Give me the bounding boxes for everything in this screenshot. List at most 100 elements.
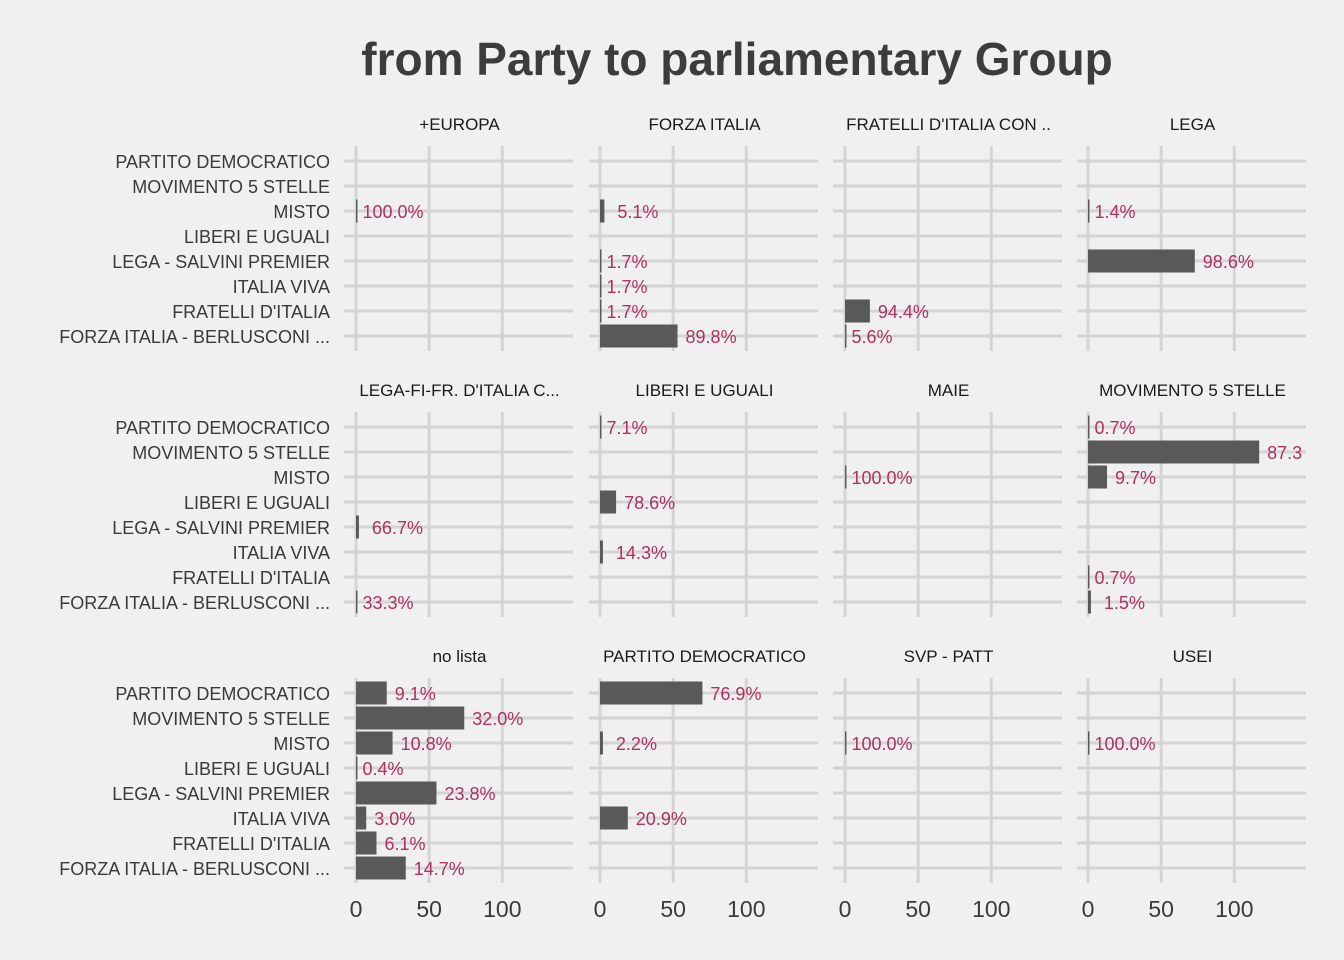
y-tick-label: MISTO bbox=[273, 734, 330, 754]
y-tick-label: MISTO bbox=[273, 202, 330, 222]
y-tick-label: FORZA ITALIA - BERLUSCONI ... bbox=[59, 859, 330, 879]
facet-panel: MAIE 100.0% bbox=[833, 381, 1062, 617]
facet-title: MAIE bbox=[928, 381, 970, 400]
y-tick-label: LEGA - SALVINI PREMIER bbox=[112, 252, 330, 272]
facet-panel: LEGA-FI-FR. D'ITALIA C... 66.7% 33.3% PARTI… bbox=[59, 381, 573, 617]
bar bbox=[1088, 415, 1090, 439]
chart-title: from Party to parliamentary Group bbox=[361, 33, 1113, 85]
y-tick-label: LEGA - SALVINI PREMIER bbox=[112, 518, 330, 538]
facet-title: PARTITO DEMOCRATICO bbox=[603, 647, 806, 666]
bar bbox=[356, 681, 387, 705]
bar-value-label: 78.6% bbox=[624, 493, 675, 513]
bar-value-label: 3.0% bbox=[374, 809, 415, 829]
y-tick-label: FRATELLI D'ITALIA bbox=[172, 302, 330, 322]
bar bbox=[1088, 590, 1091, 614]
bar-value-label: 1.7% bbox=[606, 252, 647, 272]
facet-panel: USEI 100.0% 0 50 100 bbox=[1077, 647, 1306, 922]
facet-title: FRATELLI D'ITALIA CON .. bbox=[846, 115, 1051, 134]
bar-value-label: 14.3% bbox=[616, 543, 667, 563]
bar-value-label: 20.9% bbox=[636, 809, 687, 829]
y-tick-label: MOVIMENTO 5 STELLE bbox=[132, 177, 330, 197]
bar-value-label: 94.4% bbox=[878, 302, 929, 322]
facet-panel: no lista 9.1% 32.0% 10.8% 0.4% 23.8% 3.0% 6.1% 1… bbox=[59, 647, 573, 922]
x-tick-label: 100 bbox=[483, 896, 521, 922]
bar bbox=[356, 806, 367, 830]
facet-panel: MOVIMENTO 5 STELLE 0.7% 87.3 9.7% 0.7% 1.5% bbox=[1077, 381, 1306, 617]
bar bbox=[356, 199, 358, 223]
bar bbox=[356, 831, 377, 855]
bar bbox=[356, 590, 358, 614]
bar bbox=[356, 731, 393, 755]
bar-value-label: 0.7% bbox=[1094, 568, 1135, 588]
x-tick-label: 0 bbox=[594, 896, 607, 922]
bar bbox=[356, 781, 437, 805]
bar bbox=[1088, 249, 1195, 273]
facet-panel: LEGA 1.4% 98.6% bbox=[1077, 115, 1306, 351]
bar-value-label: 9.7% bbox=[1115, 468, 1156, 488]
y-tick-label: FRATELLI D'ITALIA bbox=[172, 568, 330, 588]
x-tick-label: 0 bbox=[839, 896, 852, 922]
bar bbox=[845, 299, 870, 323]
x-tick-label: 50 bbox=[416, 896, 442, 922]
bar bbox=[356, 706, 465, 730]
x-tick-label: 50 bbox=[660, 896, 686, 922]
bar bbox=[356, 515, 359, 539]
bar-value-label: 100.0% bbox=[362, 202, 423, 222]
bar bbox=[1088, 465, 1108, 489]
bar-value-label: 0.7% bbox=[1094, 418, 1135, 438]
x-tick-label: 100 bbox=[727, 896, 765, 922]
y-tick-label: LIBERI E UGUALI bbox=[184, 493, 330, 513]
bar bbox=[600, 681, 703, 705]
bar bbox=[1088, 565, 1090, 589]
y-tick-label: PARTITO DEMOCRATICO bbox=[115, 684, 330, 704]
bar-value-label: 1.5% bbox=[1104, 593, 1145, 613]
facet-title: LIBERI E UGUALI bbox=[636, 381, 774, 400]
bar bbox=[600, 199, 605, 223]
y-tick-label: LEGA - SALVINI PREMIER bbox=[112, 784, 330, 804]
facet-title: no lista bbox=[433, 647, 487, 666]
bar bbox=[600, 490, 617, 514]
bar bbox=[600, 249, 602, 273]
facet-title: LEGA bbox=[1170, 115, 1216, 134]
y-tick-label: ITALIA VIVA bbox=[233, 277, 330, 297]
x-tick-label: 0 bbox=[350, 896, 363, 922]
bar-value-label: 23.8% bbox=[444, 784, 495, 804]
y-tick-label: PARTITO DEMOCRATICO bbox=[115, 152, 330, 172]
y-tick-label: ITALIA VIVA bbox=[233, 543, 330, 563]
facet-title: +EUROPA bbox=[419, 115, 500, 134]
facet-title: SVP - PATT bbox=[904, 647, 994, 666]
y-tick-label: MISTO bbox=[273, 468, 330, 488]
bar-value-label: 100.0% bbox=[851, 468, 912, 488]
bar-value-label: 9.1% bbox=[395, 684, 436, 704]
bar bbox=[600, 806, 628, 830]
y-tick-label: LIBERI E UGUALI bbox=[184, 227, 330, 247]
y-tick-label: FRATELLI D'ITALIA bbox=[172, 834, 330, 854]
bar bbox=[1088, 199, 1090, 223]
bar-value-label: 32.0% bbox=[472, 709, 523, 729]
bar-value-label: 5.1% bbox=[617, 202, 658, 222]
y-tick-label: MOVIMENTO 5 STELLE bbox=[132, 443, 330, 463]
x-tick-label: 100 bbox=[972, 896, 1010, 922]
y-tick-label: LIBERI E UGUALI bbox=[184, 759, 330, 779]
bar-value-label: 87.3 bbox=[1267, 443, 1302, 463]
bar-value-label: 0.4% bbox=[362, 759, 403, 779]
bar bbox=[600, 274, 602, 298]
facet-panel: FRATELLI D'ITALIA CON .. 94.4% 5.6% bbox=[833, 115, 1062, 351]
facet-title: LEGA-FI-FR. D'ITALIA C... bbox=[359, 381, 559, 400]
bar bbox=[600, 540, 603, 564]
x-tick-label: 100 bbox=[1215, 896, 1253, 922]
bar bbox=[845, 324, 847, 348]
facet-panel: SVP - PATT 100.0% 0 50 100 bbox=[833, 647, 1062, 922]
bar-value-label: 5.6% bbox=[851, 327, 892, 347]
x-tick-label: 50 bbox=[905, 896, 931, 922]
bar-value-label: 1.4% bbox=[1094, 202, 1135, 222]
bar bbox=[356, 756, 358, 780]
bar-value-label: 7.1% bbox=[606, 418, 647, 438]
facet-title: FORZA ITALIA bbox=[648, 115, 761, 134]
bar-value-label: 14.7% bbox=[414, 859, 465, 879]
bar-value-label: 1.7% bbox=[606, 302, 647, 322]
y-tick-label: FORZA ITALIA - BERLUSCONI ... bbox=[59, 327, 330, 347]
bar bbox=[600, 324, 678, 348]
y-tick-label: PARTITO DEMOCRATICO bbox=[115, 418, 330, 438]
